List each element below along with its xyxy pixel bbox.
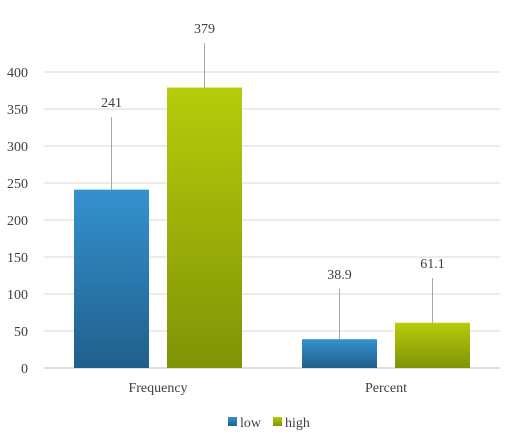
- category-label: Percent: [365, 381, 407, 396]
- x-axis-categories: Frequency Percent: [128, 381, 407, 396]
- data-label: 379: [194, 22, 215, 37]
- y-tick-label: 0: [21, 362, 28, 377]
- y-tick-label: 200: [7, 214, 28, 229]
- bar-high-frequency: [167, 87, 242, 368]
- legend-swatch-high: [273, 417, 282, 426]
- legend-label-low: low: [240, 416, 262, 431]
- legend: low high: [228, 416, 310, 431]
- y-tick-label: 100: [7, 288, 28, 303]
- bars: [74, 87, 470, 368]
- y-axis-ticks: 0 50 100 150 200 250 300 350 400: [7, 66, 28, 377]
- data-label: 61.1: [420, 257, 445, 272]
- data-label: 241: [101, 96, 122, 111]
- y-tick-label: 300: [7, 140, 28, 155]
- bar-low-percent: [302, 339, 377, 368]
- data-labels: 241 379 38.9 61.1: [101, 22, 445, 283]
- bar-high-percent: [395, 322, 470, 368]
- y-tick-label: 400: [7, 66, 28, 81]
- bar-low-frequency: [74, 189, 149, 368]
- legend-label-high: high: [285, 416, 310, 431]
- y-tick-label: 350: [7, 103, 28, 118]
- data-label: 38.9: [327, 268, 352, 283]
- y-tick-label: 250: [7, 177, 28, 192]
- legend-swatch-low: [228, 417, 237, 426]
- y-tick-label: 150: [7, 251, 28, 266]
- data-label-leaders: [111, 43, 433, 340]
- y-tick-label: 50: [14, 325, 28, 340]
- category-label: Frequency: [128, 381, 187, 396]
